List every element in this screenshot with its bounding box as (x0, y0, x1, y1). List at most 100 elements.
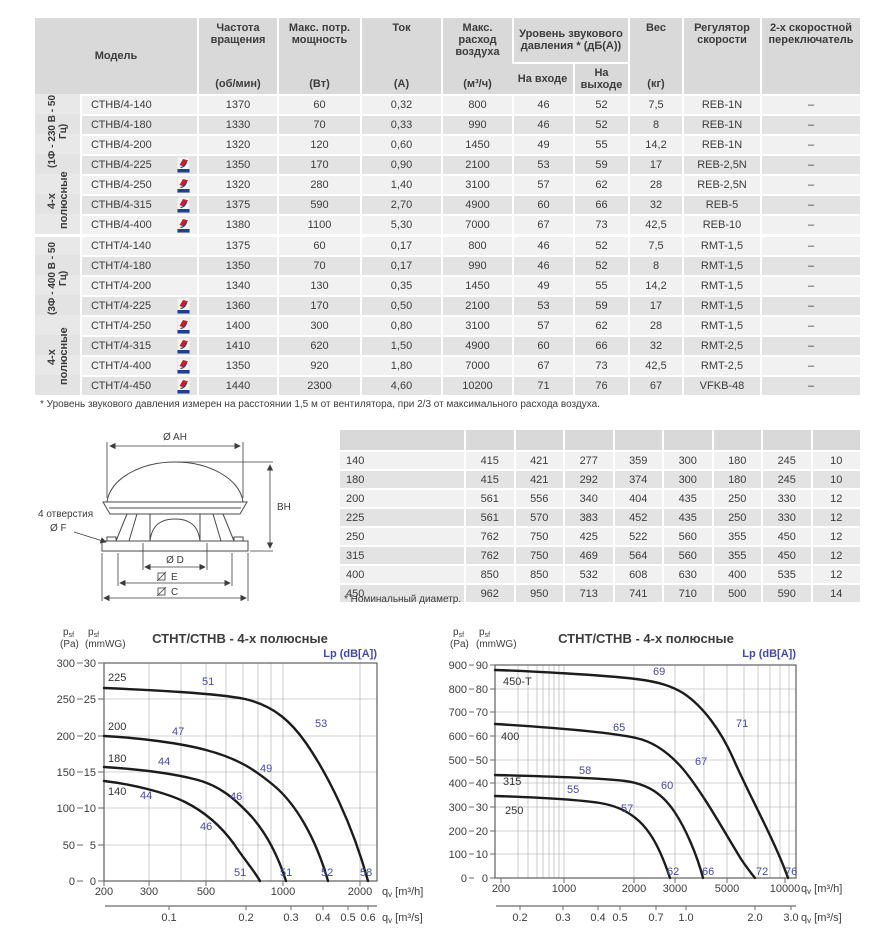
dim-row: 400 850 850 532 608 630 400 535 12 (340, 564, 860, 583)
svg-text:Ø AH: Ø AH (163, 432, 187, 443)
cell-weight: 7,5 (628, 94, 682, 114)
cell-regulator: RMT-2,5 (682, 355, 760, 375)
group-column-band (35, 234, 80, 255)
cell-current: 0,90 (360, 154, 441, 174)
svg-text:67: 67 (695, 756, 707, 768)
col-header-model: Модель (35, 18, 197, 94)
y-axis-pa-labels: 300 250 200 150 100 50 0 (57, 658, 75, 888)
cell-current: 0,60 (360, 134, 441, 154)
cell-airflow: 4900 (441, 335, 512, 355)
spec-row: СТНТ/4-140 1375 60 0,17 800 46 52 7,5 RM… (35, 234, 860, 255)
svg-text:100: 100 (449, 849, 467, 861)
svg-text:E: E (171, 572, 178, 583)
cell-model: СТНВ/4-225 (80, 154, 197, 174)
svg-text:2000: 2000 (348, 886, 372, 898)
cell-airflow: 800 (441, 94, 512, 114)
x-axis-m3h-labels: 200 300 500 1000 2000 qv [m³/h] (95, 886, 423, 899)
svg-text:200: 200 (492, 883, 510, 895)
svg-text:90: 90 (476, 660, 488, 672)
group-column-band (35, 134, 80, 154)
svg-text:49: 49 (260, 763, 272, 775)
chart-headers: psf (Pa) psf (mmWG) СТНТ/СТНВ - 4-х полю… (60, 627, 377, 660)
cell-switch: – (760, 315, 860, 335)
col-header-airflow: Макс. расход воздуха (м³/ч) (441, 18, 512, 94)
cell-power: 60 (277, 234, 360, 255)
cell-model: СТНВ/4-200 (80, 134, 197, 154)
dim-row: 450 962 950 713 741 710 500 590 14 (340, 583, 860, 602)
cell-switch: – (760, 94, 860, 114)
cell-sound-inlet: 71 (512, 375, 573, 395)
svg-text:200: 200 (95, 886, 113, 898)
cell-sound-outlet: 62 (573, 315, 628, 335)
curve-name-labels: 450-T 400 315 250 (501, 676, 532, 817)
svg-text:25: 25 (84, 694, 96, 706)
fan-dimension-drawing: Ø AH BH 4 отверстия Ø F Ø D E C (38, 432, 291, 602)
cell-sound-inlet: 57 (512, 174, 573, 194)
svg-text:47: 47 (172, 726, 184, 738)
svg-text:400: 400 (501, 731, 519, 743)
cell-model: СТНТ/4-315 (80, 335, 197, 355)
cell-power: 620 (277, 335, 360, 355)
svg-text:65: 65 (613, 722, 625, 734)
brand-badge-icon (176, 317, 191, 335)
brand-badge-icon (176, 297, 191, 315)
cell-sound-outlet: 66 (573, 194, 628, 214)
performance-chart-small-models: 300 250 200 150 100 50 0 30 25 20 15 10 5 0 20… (57, 627, 424, 925)
dim-col-header (340, 430, 464, 450)
group-column-band (35, 255, 80, 275)
dim-col-header (711, 430, 761, 450)
cell-model: СТНТ/4-180 (80, 255, 197, 275)
cell-switch: – (760, 355, 860, 375)
cell-sound-inlet: 49 (512, 275, 573, 295)
cell-weight: 14,2 (628, 275, 682, 295)
svg-text:5: 5 (90, 840, 96, 852)
svg-text:1000: 1000 (271, 886, 295, 898)
cell-current: 0,17 (360, 255, 441, 275)
cell-regulator: REB-10 (682, 214, 760, 234)
svg-text:300: 300 (57, 658, 75, 670)
cell-switch: – (760, 275, 860, 295)
cell-current: 0,32 (360, 94, 441, 114)
svg-text:0.3: 0.3 (555, 912, 570, 924)
svg-text:1000: 1000 (552, 883, 576, 895)
cell-weight: 42,5 (628, 355, 682, 375)
svg-text:58: 58 (579, 765, 591, 777)
svg-text:140: 140 (108, 786, 126, 798)
spec-row: СТНТ/4-400 1350 920 1,80 7000 67 73 42,5… (35, 355, 860, 375)
cell-power: 170 (277, 295, 360, 315)
svg-text:700: 700 (449, 707, 467, 719)
cell-model: СТНТ/4-250 (80, 315, 197, 335)
cell-weight: 42,5 (628, 214, 682, 234)
svg-text:0.3: 0.3 (283, 912, 298, 924)
cell-power: 920 (277, 355, 360, 375)
cell-sound-outlet: 73 (573, 214, 628, 234)
cell-rpm: 1320 (197, 134, 277, 154)
cell-sound-outlet: 66 (573, 335, 628, 355)
svg-text:20: 20 (476, 826, 488, 838)
cell-rpm: 1410 (197, 335, 277, 355)
cell-rpm: 1370 (197, 94, 277, 114)
cell-rpm: 1375 (197, 194, 277, 214)
dim-row: 315 762 750 469 564 560 355 450 12 (340, 545, 860, 564)
svg-text:250: 250 (57, 694, 75, 706)
svg-text:51: 51 (280, 867, 292, 879)
dim-cell-model: 315 (340, 545, 464, 564)
model-name: СТНВ/4-225 (91, 159, 152, 171)
col-header-weight: Вес (кг) (628, 18, 682, 94)
cell-rpm: 1375 (197, 234, 277, 255)
spec-row: СТНВ/4-225 1350 170 0,90 2100 53 59 17 R… (35, 154, 860, 174)
svg-text:3.0: 3.0 (783, 912, 798, 924)
axis-ticks (77, 662, 369, 910)
svg-text:0.5: 0.5 (612, 912, 627, 924)
cell-regulator: REB-5 (682, 194, 760, 214)
cell-weight: 32 (628, 194, 682, 214)
cell-regulator: RMT-1,5 (682, 275, 760, 295)
group-column-band (35, 355, 80, 375)
svg-text:psf: psf (453, 627, 464, 639)
cell-switch: – (760, 234, 860, 255)
cell-model: СТНТ/4-400 (80, 355, 197, 375)
svg-text:58: 58 (360, 867, 372, 879)
group-column-band (35, 174, 80, 194)
svg-text:0.6: 0.6 (360, 912, 375, 924)
cell-regulator: RMT-1,5 (682, 234, 760, 255)
